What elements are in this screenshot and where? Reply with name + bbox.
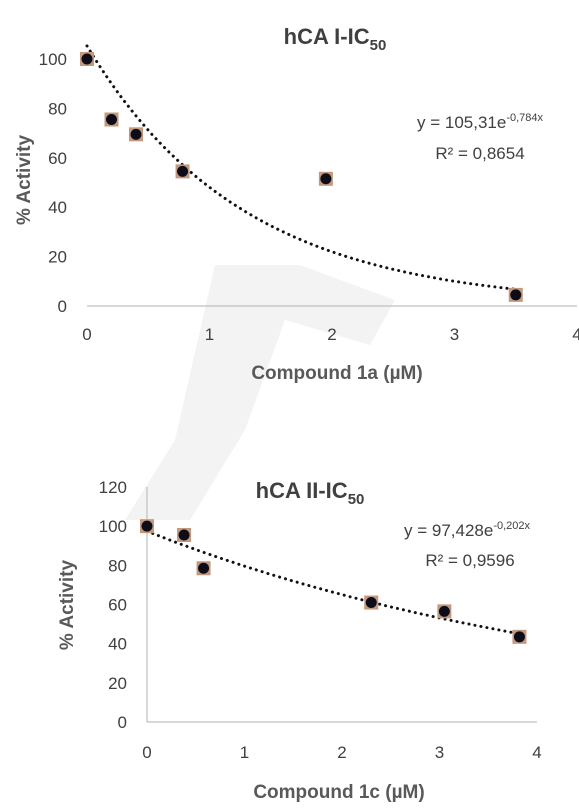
y-tick-label: 40 [48,198,67,217]
equation-exponent: -0,202x [493,520,530,532]
data-point [365,597,377,609]
x-tick-label: 1 [240,743,249,762]
trendline-equation: y = 97,428e-0,202x [404,520,531,540]
y-axis-title: % Activity [57,560,78,651]
data-point [178,529,190,541]
watermark-shape [125,265,395,520]
chart-title-main: hCA II-IC [256,478,348,503]
chart-title-main: hCA I-IC [284,24,370,49]
y-tick-label: 60 [108,596,127,615]
y-tick-label: 20 [108,674,127,693]
x-tick-label: 4 [532,743,541,762]
r-squared-label: R² = 0,9596 [425,551,514,570]
data-point [130,128,142,140]
chart-title: hCA I-IC50 [284,24,387,54]
y-tick-label: 120 [99,478,127,497]
data-point [106,114,117,126]
chart-hca-i: 0 20 40 60 80 100 0 1 2 3 4 hCA I-IC50 y = 105,31e-0… [14,24,579,384]
x-tick-label: 0 [142,743,151,762]
data-point [177,165,189,177]
x-tick-label: 2 [337,743,346,762]
x-axis-title: Compound 1c (µM) [253,782,424,803]
equation-base: y = 97,428e [404,521,493,540]
y-tick-label: 100 [39,50,67,69]
y-tick-label: 80 [48,99,67,118]
x-tick-label: 4 [572,325,579,344]
y-tick-label: 20 [48,248,67,267]
equation-base: y = 105,31e [417,113,506,132]
data-point [141,520,153,532]
data-point [81,53,93,65]
x-axis-title: Compound 1a (µM) [251,363,422,384]
r-squared-label: R² = 0,8654 [435,144,524,163]
x-tick-label: 2 [327,325,336,344]
chart-title-subscript: 50 [370,37,387,54]
equation-exponent: -0,784x [506,112,543,124]
data-point [320,173,332,185]
y-tick-label: 60 [48,149,67,168]
trendline [145,529,521,636]
x-tick-label: 0 [82,325,91,344]
y-axis-title: % Activity [14,135,35,226]
data-point [438,605,450,617]
x-tick-label: 1 [205,325,214,344]
chart-title-subscript: 50 [348,491,365,508]
data-point [198,562,210,574]
y-tick-label: 0 [58,297,67,316]
y-tick-label: 80 [108,556,127,575]
y-tick-label: 0 [118,713,127,732]
data-point [510,289,522,301]
chart-hca-ii: 0 20 40 60 80 100 120 0 1 2 3 4 hCA II-IC50 y = 97,42… [57,478,542,803]
data-point [513,631,525,643]
trendline-equation: y = 105,31e-0,784x [417,112,544,132]
x-tick-label: 3 [435,743,444,762]
x-tick-label: 3 [450,325,459,344]
y-tick-label: 40 [108,635,127,654]
y-tick-label: 100 [99,517,127,536]
chart-title: hCA II-IC50 [256,478,365,508]
trendline [85,44,518,291]
